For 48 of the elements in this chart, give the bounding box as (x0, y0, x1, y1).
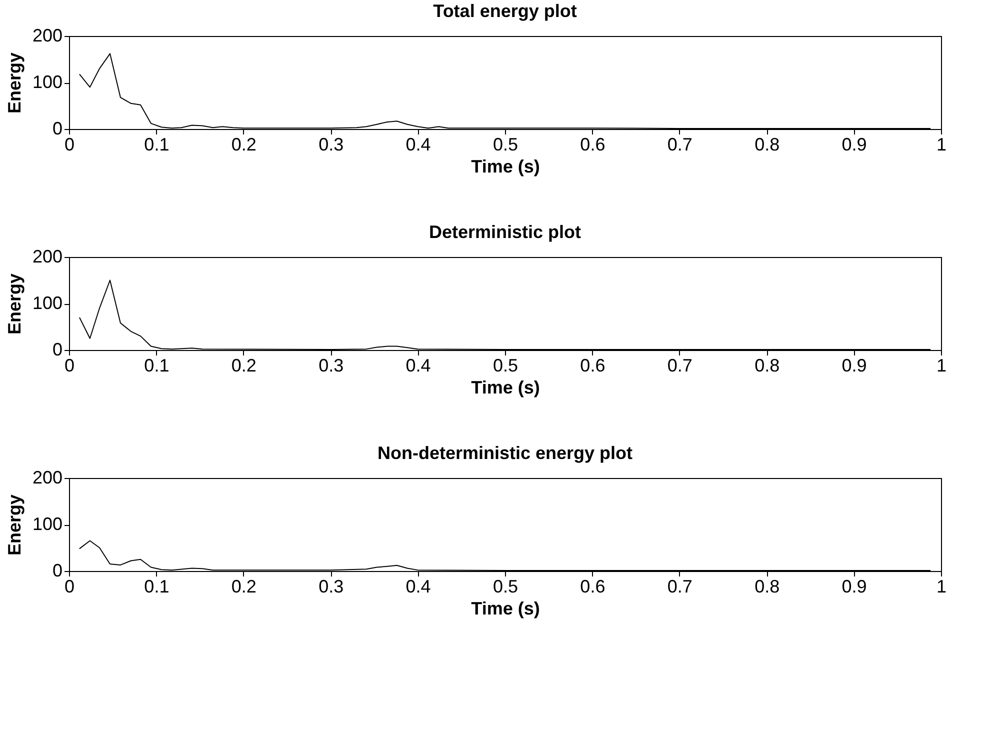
y-tick-label: 0 (52, 118, 62, 138)
y-tick-label: 100 (32, 72, 62, 92)
x-tick-label: 0.8 (754, 576, 780, 596)
y-axis-title: Energy (4, 273, 24, 335)
chart-title: Total energy plot (433, 1, 577, 21)
x-tick-label: 0.6 (580, 356, 606, 376)
x-tick-label: 0.4 (406, 576, 431, 596)
y-tick-label: 100 (32, 514, 62, 534)
y-tick-label: 200 (32, 468, 62, 488)
x-tick-label: 1 (936, 134, 947, 154)
x-tick-label: 0.5 (492, 356, 518, 376)
x-tick-label: 0.3 (318, 134, 344, 154)
y-tick-label: 0 (52, 560, 62, 580)
x-tick-label: 0.7 (667, 134, 692, 154)
x-tick-label: 0.3 (318, 356, 344, 376)
x-tick-label: 0.9 (842, 134, 867, 154)
x-tick-label: 0.1 (144, 576, 170, 596)
x-axis-title: Time (s) (471, 378, 540, 398)
x-tick-label: 0.7 (667, 356, 692, 376)
y-tick-label: 200 (32, 26, 62, 46)
x-tick-label: 0.8 (754, 356, 780, 376)
x-tick-label: 0.5 (492, 134, 518, 154)
x-tick-label: 0.1 (144, 356, 170, 376)
x-tick-label: 0.9 (842, 576, 867, 596)
y-tick-label: 200 (32, 246, 62, 266)
x-tick-label: 0.2 (231, 356, 256, 376)
chart-title: Deterministic plot (428, 222, 582, 242)
y-axis-title: Energy (4, 52, 24, 114)
x-tick-label: 0.5 (492, 576, 518, 596)
x-tick-label: 0.4 (406, 356, 431, 376)
y-tick-label: 100 (32, 293, 62, 313)
x-tick-label: 0.2 (231, 576, 256, 596)
y-axis-title: Energy (4, 494, 24, 556)
x-axis-title: Time (s) (471, 598, 540, 618)
x-tick-label: 0.7 (667, 576, 692, 596)
x-tick-label: 0.1 (144, 134, 170, 154)
x-tick-label: 0.8 (754, 134, 780, 154)
x-tick-label: 0.9 (842, 356, 867, 376)
x-tick-label: 0.6 (580, 134, 606, 154)
x-tick-label: 0.2 (231, 134, 256, 154)
x-axis-title: Time (s) (471, 156, 540, 176)
x-tick-label: 0.6 (580, 576, 606, 596)
x-tick-label: 0.3 (318, 576, 344, 596)
y-tick-label: 0 (52, 340, 62, 360)
x-tick-label: 0.4 (406, 134, 431, 154)
x-tick-label: 1 (936, 356, 947, 376)
chart-title: Non-deterministic energy plot (377, 443, 633, 463)
x-tick-label: 1 (936, 576, 947, 596)
